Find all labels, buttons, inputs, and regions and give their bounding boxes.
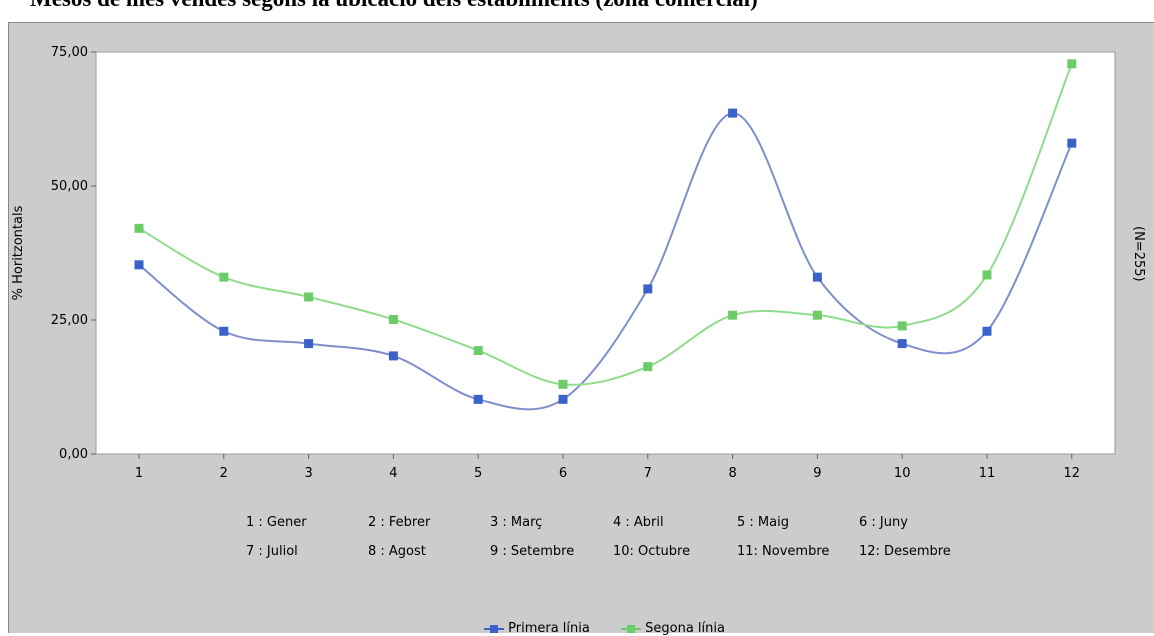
legend-label: Segona línia	[641, 621, 725, 636]
x-tick-label: 7	[644, 466, 652, 481]
y-tick-label: 50,00	[51, 179, 88, 194]
data-point-series-1	[304, 339, 314, 349]
month-key-item: 8 : Agost	[368, 544, 426, 559]
legend-swatch	[484, 624, 504, 634]
data-point-series-1	[1067, 138, 1077, 148]
data-point-series-2	[558, 379, 568, 389]
y-tick-label: 25,00	[51, 313, 88, 328]
month-key-item: 10: Octubre	[613, 544, 691, 559]
month-key-item: 11: Novembre	[737, 544, 830, 559]
data-point-series-2	[643, 362, 653, 372]
x-tick-label: 5	[474, 466, 482, 481]
plot-area	[95, 51, 1116, 455]
month-key-item: 3 : Març	[490, 515, 543, 530]
x-tick-label: 2	[220, 466, 228, 481]
data-point-series-1	[388, 351, 398, 361]
x-tick-label: 1	[135, 466, 143, 481]
month-key-item: 5 : Maig	[737, 515, 789, 530]
data-point-series-1	[728, 108, 738, 118]
y-tick-label: 0,00	[59, 447, 88, 462]
data-point-series-2	[388, 314, 398, 324]
x-tick-label: 4	[389, 466, 397, 481]
data-point-series-1	[643, 284, 653, 294]
data-point-series-1	[812, 272, 822, 282]
data-point-series-1	[134, 260, 144, 270]
month-key-item: 7 : Juliol	[246, 544, 298, 559]
month-key-item: 2 : Febrer	[368, 515, 431, 530]
x-tick-label: 3	[304, 466, 312, 481]
month-key-item: 6 : Juny	[859, 515, 908, 530]
month-key-item: 1 : Gener	[246, 515, 307, 530]
data-point-series-2	[728, 310, 738, 320]
data-point-series-1	[982, 326, 992, 336]
x-tick-label: 10	[894, 466, 911, 481]
month-key-item: 12: Desembre	[859, 544, 951, 559]
data-point-series-2	[982, 270, 992, 280]
legend-swatch	[621, 624, 641, 634]
data-point-series-2	[812, 310, 822, 320]
series-markers	[134, 59, 1077, 404]
x-tick-label: 6	[559, 466, 567, 481]
data-point-series-2	[304, 292, 314, 302]
data-point-series-2	[219, 272, 229, 282]
data-point-series-2	[1067, 59, 1077, 69]
data-point-series-1	[897, 339, 907, 349]
data-point-series-1	[473, 394, 483, 404]
sample-size-label: (N=255)	[1131, 226, 1146, 282]
x-tick-label: 12	[1064, 466, 1081, 481]
legend-label: Primera línia	[504, 621, 590, 636]
data-point-series-2	[897, 321, 907, 331]
data-point-series-2	[134, 223, 144, 233]
x-tick-label: 9	[813, 466, 821, 481]
x-tick-label: 8	[728, 466, 736, 481]
month-key-item: 9 : Setembre	[490, 544, 575, 559]
month-key-item: 4 : Abril	[613, 515, 664, 530]
y-axis-label: % Horitzontals	[11, 205, 26, 300]
data-point-series-2	[473, 346, 483, 356]
chart-title: Mesos de més vendes segons la ubicació d…	[30, 0, 1154, 16]
data-point-series-1	[558, 394, 568, 404]
x-tick-label: 11	[979, 466, 996, 481]
legend-item: Primera línia	[484, 621, 590, 636]
legend-item: Segona línia	[621, 621, 725, 636]
data-point-series-1	[219, 326, 229, 336]
y-tick-label: 75,00	[51, 45, 88, 60]
